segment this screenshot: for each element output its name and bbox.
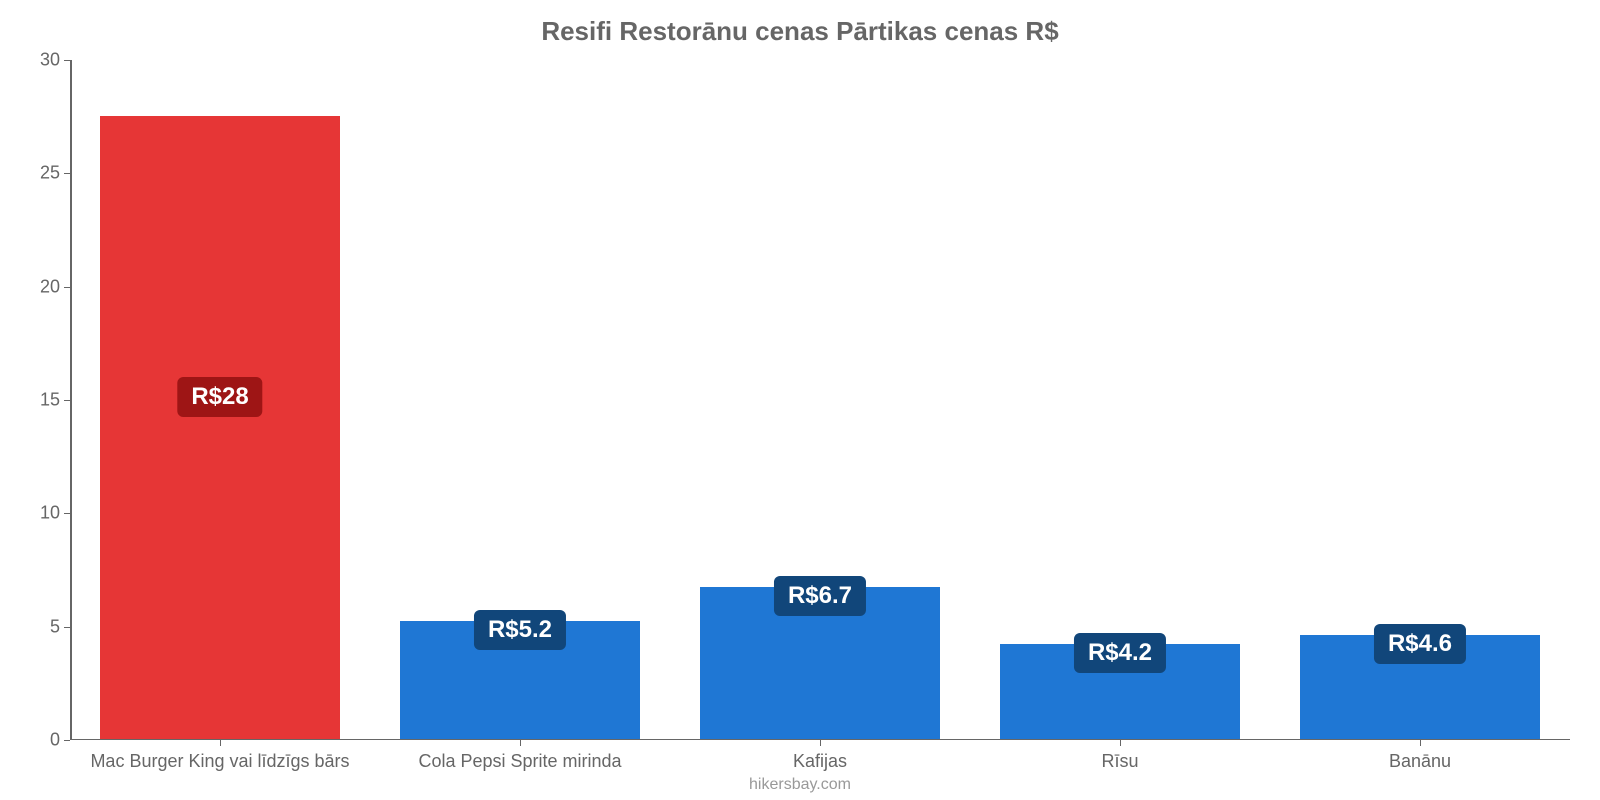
y-tick-mark	[64, 740, 70, 741]
x-tick-mark	[520, 740, 521, 746]
y-tick-label: 0	[10, 730, 60, 751]
x-tick-mark	[820, 740, 821, 746]
y-tick-mark	[64, 513, 70, 514]
y-tick-mark	[64, 287, 70, 288]
x-tick-label: Banānu	[1389, 751, 1451, 772]
y-tick-label: 25	[10, 163, 60, 184]
x-tick-mark	[220, 740, 221, 746]
x-tick-mark	[1120, 740, 1121, 746]
y-tick-label: 5	[10, 616, 60, 637]
y-tick-mark	[64, 627, 70, 628]
x-tick-label: Rīsu	[1101, 751, 1138, 772]
y-tick-label: 20	[10, 276, 60, 297]
value-badge: R$4.6	[1374, 624, 1466, 664]
value-badge: R$5.2	[474, 610, 566, 650]
y-tick-label: 30	[10, 50, 60, 71]
value-badge: R$4.2	[1074, 633, 1166, 673]
chart-title: Resifi Restorānu cenas Pārtikas cenas R$	[0, 0, 1600, 47]
y-tick-mark	[64, 60, 70, 61]
y-tick-label: 10	[10, 503, 60, 524]
x-tick-label: Mac Burger King vai līdzīgs bārs	[90, 751, 349, 772]
y-tick-mark	[64, 173, 70, 174]
x-tick-mark	[1420, 740, 1421, 746]
value-badge: R$6.7	[774, 576, 866, 616]
y-tick-label: 15	[10, 390, 60, 411]
x-tick-label: Kafijas	[793, 751, 847, 772]
y-tick-mark	[64, 400, 70, 401]
chart-container: Resifi Restorānu cenas Pārtikas cenas R$…	[0, 0, 1600, 800]
value-badge: R$28	[177, 377, 262, 417]
credit-label: hikersbay.com	[749, 776, 851, 794]
x-tick-label: Cola Pepsi Sprite mirinda	[418, 751, 621, 772]
y-axis	[70, 60, 72, 740]
bar	[100, 116, 340, 739]
plot-area: 051015202530Mac Burger King vai līdzīgs …	[70, 60, 1570, 740]
